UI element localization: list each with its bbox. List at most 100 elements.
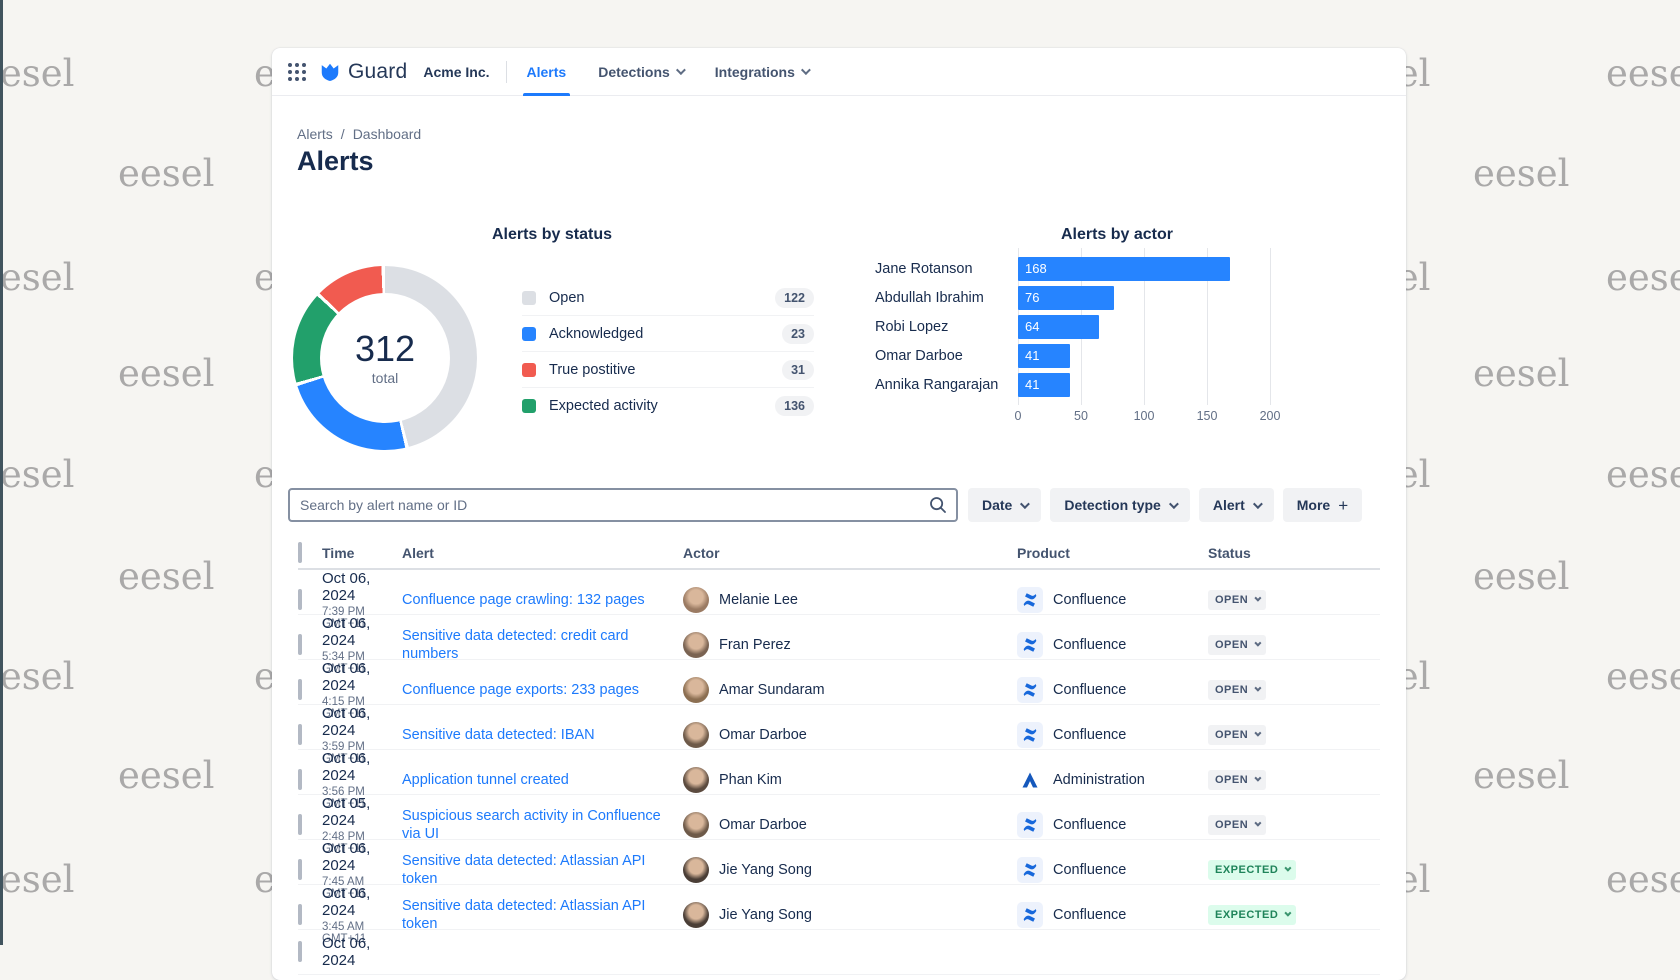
chevron-down-icon (800, 65, 811, 76)
legend-label: Acknowledged (549, 325, 644, 342)
x-axis-tick: 100 (1133, 409, 1155, 423)
status-cell: OPEN (1208, 769, 1380, 790)
row-checkbox[interactable] (298, 813, 302, 835)
chevron-down-icon (1254, 684, 1262, 692)
avatar (683, 811, 709, 838)
row-checkbox[interactable] (298, 588, 302, 610)
alert-date: Oct 06, 2024 (322, 885, 371, 920)
table-row: Oct 06, 2024 (298, 930, 1380, 975)
status-badge[interactable]: EXPECTED (1208, 904, 1297, 925)
watermark-text: eesel (1473, 352, 1570, 395)
x-axis: 0 50 100 150 200 (875, 409, 1305, 429)
alert-cell: Application tunnel created (402, 771, 683, 789)
product-name: Confluence (1053, 816, 1127, 833)
alert-date: Oct 06, 2024 (322, 840, 371, 875)
filter-button-alert[interactable]: Alert (1198, 488, 1274, 522)
app-window: Guard Acme Inc. Alerts Detections Integrat… (272, 48, 1406, 980)
status-cell: OPEN (1208, 589, 1380, 610)
row-checkbox[interactable] (298, 858, 302, 880)
alert-cell: Confluence page crawling: 132 pages (402, 591, 683, 609)
tab-label: Detections (598, 63, 670, 80)
product-cell: Confluence (1017, 811, 1208, 838)
time-cell: Oct 06, 2024 7:45 AM GMT+11 (322, 840, 402, 900)
product-cell: Confluence (1017, 586, 1208, 613)
status-badge[interactable]: EXPECTED (1208, 859, 1297, 880)
filter-button-more[interactable]: More + (1282, 488, 1363, 522)
status-chart-title: Alerts by status (491, 226, 613, 243)
table-row: Oct 06, 2024 3:59 PM GMT+11 Sensitive data… (298, 705, 1380, 765)
legend-swatch (522, 362, 536, 377)
app-switcher-icon[interactable] (288, 62, 306, 81)
alert-link[interactable]: Sensitive data detected: Atlassian API t… (402, 852, 646, 887)
bar-value-label: 168 (1025, 261, 1047, 276)
watermark-text: eesel (118, 152, 215, 195)
tab-label: Integrations (714, 63, 795, 80)
status-badge[interactable]: OPEN (1208, 634, 1267, 655)
watermark-text: eesel (0, 453, 75, 496)
legend-count-badge: 31 (782, 359, 814, 380)
status-label: OPEN (1215, 773, 1249, 786)
breadcrumb-dashboard-link[interactable]: Dashboard (352, 126, 422, 142)
guard-logo[interactable]: Guard (319, 60, 407, 84)
alert-link[interactable]: Sensitive data detected: credit card num… (402, 627, 629, 662)
breadcrumb-alerts-link[interactable]: Alerts (297, 126, 333, 142)
status-badge[interactable]: OPEN (1208, 679, 1267, 700)
administration-icon (1017, 767, 1043, 793)
alert-link[interactable]: Application tunnel created (402, 771, 569, 788)
legend-row: True postitive 31 (522, 352, 814, 388)
status-label: EXPECTED (1215, 863, 1279, 876)
filter-button-date[interactable]: Date (968, 488, 1042, 522)
row-checkbox[interactable] (298, 941, 302, 962)
bar-value-label: 41 (1025, 377, 1040, 392)
select-all-checkbox[interactable] (298, 542, 302, 563)
status-label: OPEN (1215, 683, 1249, 696)
search-input[interactable] (288, 488, 958, 522)
bar-category-label: Jane Rotanson (875, 260, 973, 277)
tab-integrations[interactable]: Integrations (713, 48, 811, 96)
chevron-down-icon (1020, 498, 1031, 509)
top-navigation: Guard Acme Inc. Alerts Detections Integrat… (272, 48, 1406, 96)
product-name: Administration (1053, 771, 1145, 788)
row-checkbox[interactable] (298, 903, 302, 925)
avatar (683, 901, 709, 928)
watermark-text: eesel (1606, 52, 1680, 95)
bar-category-label: Annika Rangarajan (875, 376, 999, 393)
time-cell: Oct 06, 2024 3:56 PM GMT+11 (322, 750, 402, 810)
status-badge[interactable]: OPEN (1208, 769, 1267, 790)
row-checkbox[interactable] (298, 723, 302, 745)
row-checkbox[interactable] (298, 768, 302, 790)
alert-time: 3:45 AM GMT+11 (322, 920, 367, 945)
org-name: Acme Inc. (423, 63, 490, 80)
status-badge[interactable]: OPEN (1208, 589, 1267, 610)
status-badge[interactable]: OPEN (1208, 814, 1267, 835)
alert-link[interactable]: Sensitive data detected: IBAN (402, 726, 595, 743)
alert-link[interactable]: Confluence page crawling: 132 pages (402, 591, 645, 608)
status-badge[interactable]: OPEN (1208, 724, 1267, 745)
alert-time: 3:59 PM GMT+11 (322, 740, 367, 765)
product-name: Confluence (1053, 861, 1127, 878)
alert-link[interactable]: Suspicious search activity in Confluence… (402, 807, 661, 842)
row-checkbox[interactable] (298, 633, 302, 655)
product-cell: Confluence (1017, 856, 1208, 883)
actor-cell: Omar Darboe (683, 721, 1017, 748)
watermark-text: eesel (1606, 655, 1680, 698)
bar: 76 (1018, 285, 1114, 310)
bar-row: Robi Lopez 64 (875, 312, 1305, 341)
confluence-icon (1017, 811, 1043, 838)
alert-link[interactable]: Confluence page exports: 233 pages (402, 681, 640, 698)
alert-link[interactable]: Sensitive data detected: Atlassian API t… (402, 897, 646, 932)
tab-alerts[interactable]: Alerts (522, 48, 571, 96)
row-checkbox[interactable] (298, 678, 302, 700)
search-icon[interactable] (928, 495, 948, 520)
legend-swatch (522, 399, 536, 413)
search-box (288, 488, 958, 522)
alert-time: 3:56 PM GMT+11 (322, 785, 367, 810)
watermark-text: eesel (1606, 453, 1680, 496)
alert-cell: Suspicious search activity in Confluence… (402, 807, 683, 843)
confluence-icon (1017, 721, 1043, 748)
alert-cell: Sensitive data detected: Atlassian API t… (402, 852, 683, 888)
tab-detections[interactable]: Detections (596, 48, 686, 96)
filter-button-detection-type[interactable]: Detection type (1050, 488, 1190, 522)
bar: 64 (1018, 314, 1099, 339)
status-label: OPEN (1215, 728, 1249, 741)
